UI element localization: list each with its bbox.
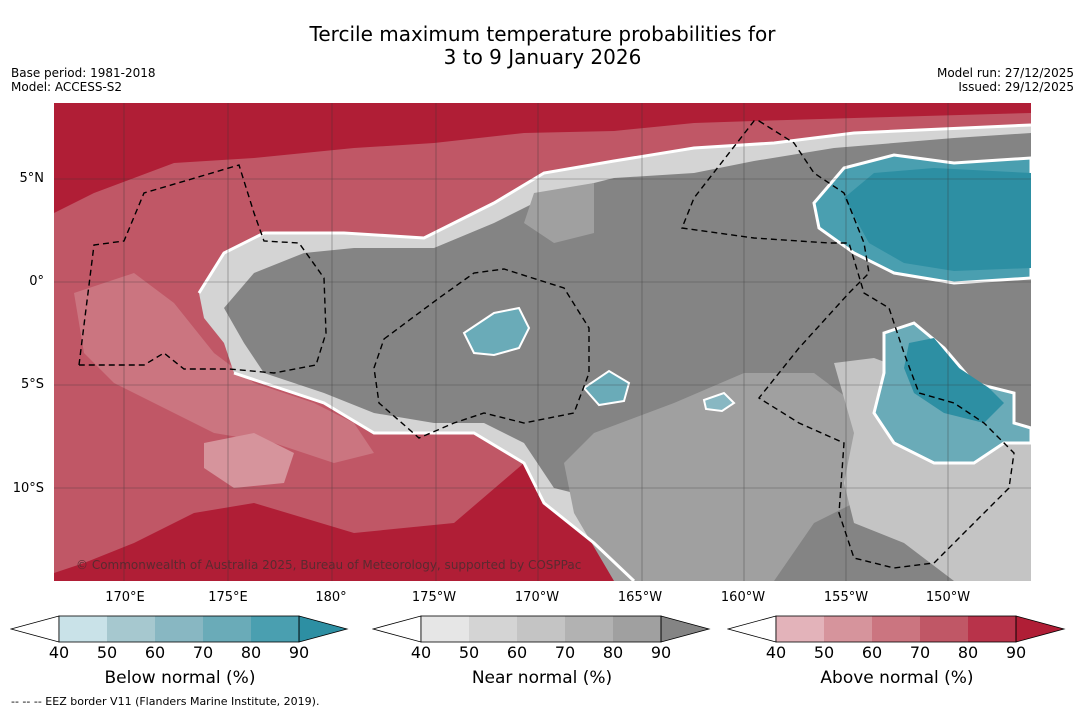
category-boundary [197,123,1031,294]
colorbar-above-normal [727,615,1066,643]
above-normal-region-pale [204,433,294,488]
colorbar-label-near: Near normal (%) [471,668,613,688]
below-normal-region-small [702,391,736,413]
colorbar-tick: 80 [957,643,979,662]
colorbar-segment [421,616,469,642]
colorbar-tick: 50 [458,643,480,662]
colorbar-segment [776,616,824,642]
map-copyright: © Commonwealth of Australia 2025, Bureau… [76,558,581,572]
lon-label-170e: 170°E [105,590,145,605]
colorbar-frame [58,615,300,643]
base-period: Base period: 1981-2018 [11,66,156,80]
colorbar-tick: 80 [240,643,262,662]
colorbar-below-normal-segments [10,615,349,643]
below-normal-region-se-core [904,338,1004,423]
below-normal-region-south [582,369,631,407]
colorbar-tick: 40 [48,643,70,662]
colorbar-segment [203,616,251,642]
lon-label-160w: 160°W [720,590,766,605]
colorbar-label-above: Above normal (%) [820,668,974,688]
lon-label-155w: 155°W [823,590,869,605]
colorbar-segment [613,616,661,642]
colorbar-segment [10,615,60,643]
colorbar-tick: 70 [554,643,576,662]
colorbar-segment [155,616,203,642]
lon-label-165w: 165°W [617,590,663,605]
colorbar-tick: 40 [410,643,432,662]
lat-label-5s: 5°S [20,377,44,392]
colorbar-segment [469,616,517,642]
colorbar-segment [251,616,299,642]
colorbar-tick: 70 [192,643,214,662]
colorbar-tick: 70 [909,643,931,662]
colorbar-tick: 80 [602,643,624,662]
probability-map: © Commonwealth of Australia 2025, Bureau… [54,103,1031,581]
colorbar-below-normal [10,615,349,643]
map-grid [54,103,1031,581]
lon-label-180: 180° [315,590,347,605]
colorbar-segment [660,615,711,643]
colorbar-near-normal-segments [372,615,711,643]
model-name: Model: ACCESS-S2 [11,80,123,94]
lat-label-10s: 10°S [12,481,44,496]
lat-label-5n: 5°N [19,171,45,186]
colorbar-frame [420,615,662,643]
issued-date: Issued: 29/12/2025 [958,80,1074,94]
colorbar-segment [1015,615,1066,643]
colorbar-segment [920,616,968,642]
colorbar-segment [107,616,155,642]
lat-label-0: 0° [29,274,44,289]
eez-borders [78,120,1015,569]
colorbar-frame [775,615,1017,643]
colorbar-tick: 40 [765,643,787,662]
colorbar-segment [968,616,1016,642]
colorbar-tick: 50 [96,643,118,662]
colorbar-tick: 60 [144,643,166,662]
colorbar-segment [727,615,777,643]
colorbar-tick: 90 [288,643,310,662]
above-normal-region-light [74,273,374,463]
below-normal-region-center [462,306,531,357]
colorbar-tick: 90 [1005,643,1027,662]
colorbar-tick: 50 [813,643,835,662]
colorbar-segment [59,616,107,642]
model-run: Model run: 27/12/2025 [936,66,1074,80]
title-line-2: 3 to 9 January 2026 [443,45,642,69]
lon-label-175w: 175°W [411,590,457,605]
colorbar-tick: 60 [861,643,883,662]
title-line-1: Tercile maximum temperature probabilitie… [309,22,776,46]
category-boundary-south [233,371,636,581]
near-normal-region-mid [524,183,594,243]
lon-label-175e: 175°E [208,590,248,605]
colorbar-segment [517,616,565,642]
eez-footnote: -- -- -- EEZ border V11 (Flanders Marine… [11,695,320,708]
colorbar-tick: 60 [506,643,528,662]
lon-label-150w: 150°W [925,590,971,605]
colorbar-tick: 90 [650,643,672,662]
colorbar-segment [824,616,872,642]
colorbar-segment [872,616,920,642]
colorbar-near-normal [372,615,711,643]
below-normal-region-ne-core [844,168,1031,271]
colorbar-segment [565,616,613,642]
near-normal-region-lower [564,373,874,581]
colorbar-segment [298,615,349,643]
colorbar-segment [372,615,422,643]
colorbar-label-below: Below normal (%) [104,668,256,688]
lon-label-170w: 170°W [514,590,560,605]
colorbar-above-normal-segments [727,615,1066,643]
